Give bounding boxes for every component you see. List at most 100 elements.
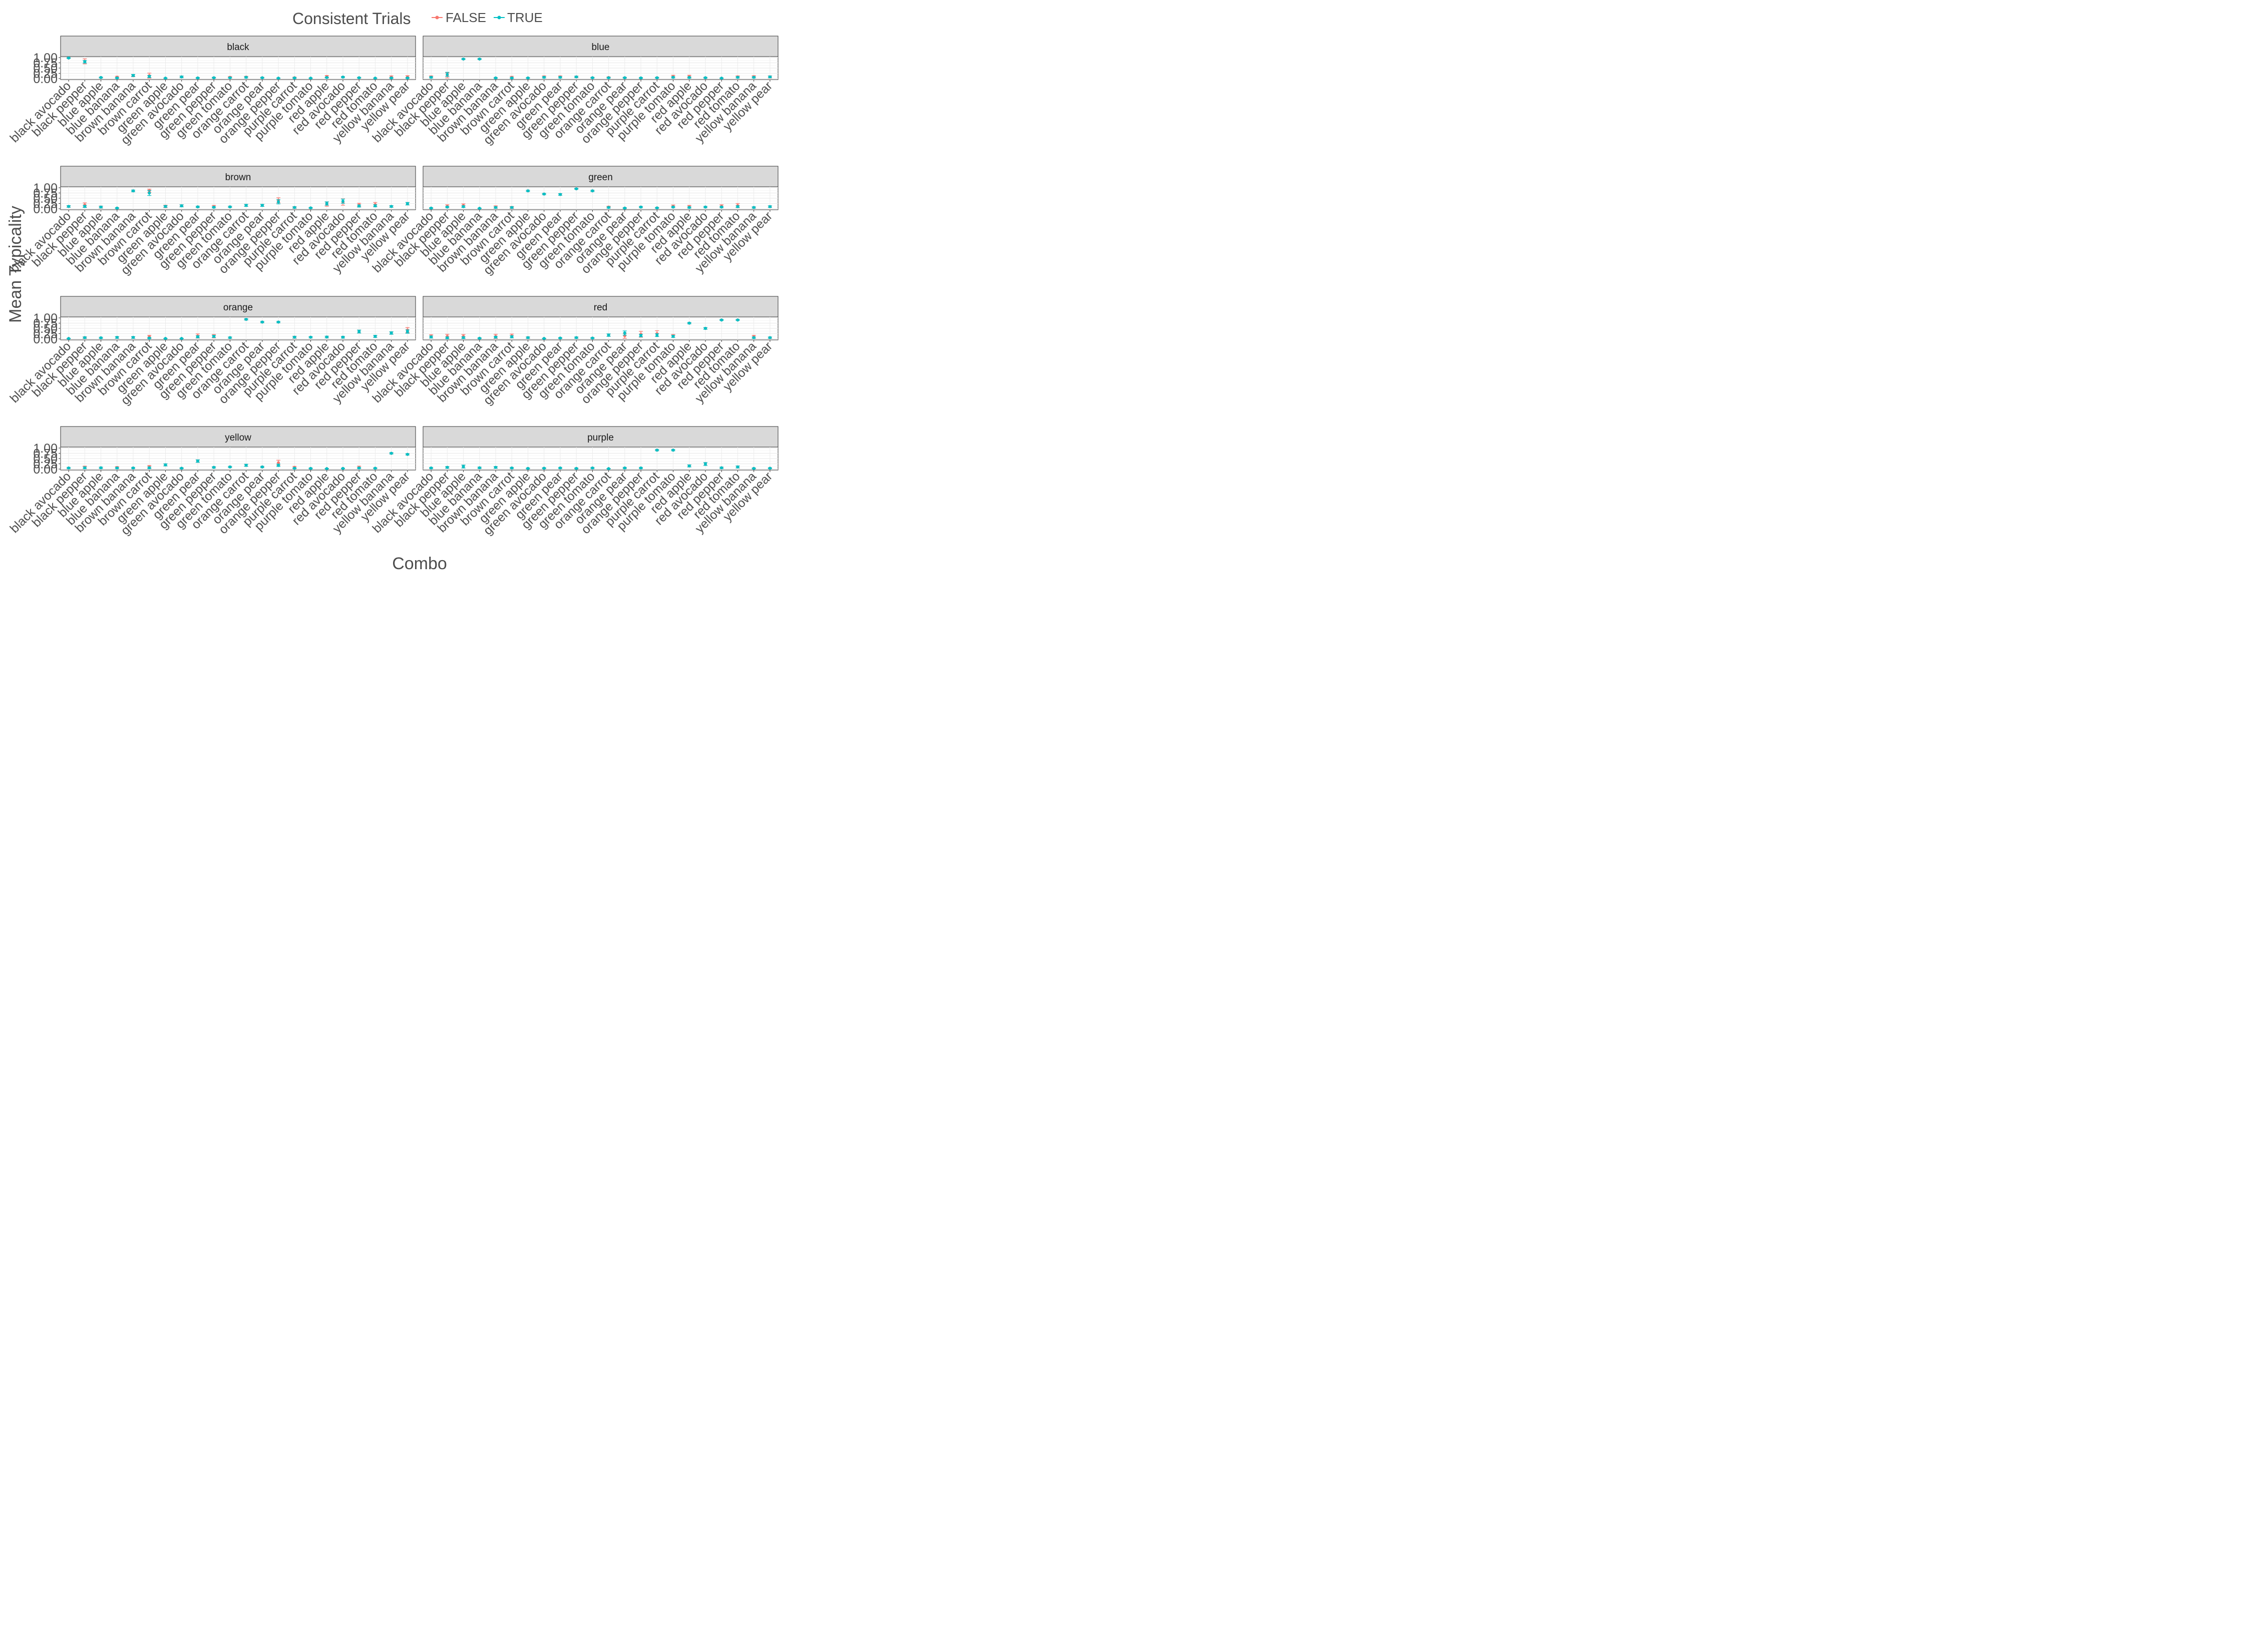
facet-strip-label: yellow [225, 433, 251, 443]
point-true [357, 204, 361, 208]
point-true [406, 76, 409, 80]
point-true [357, 330, 361, 333]
point-true [446, 336, 449, 339]
point-true [373, 204, 377, 208]
point-true [575, 467, 578, 470]
point-true [115, 466, 119, 470]
point-true [494, 206, 498, 209]
point-true [478, 336, 481, 340]
point-true [67, 466, 71, 470]
point-true [623, 76, 626, 80]
point-true [478, 466, 481, 470]
point-true [115, 206, 119, 210]
point-true [390, 452, 393, 455]
point-true [736, 205, 739, 208]
point-true [148, 191, 151, 195]
point-true [510, 76, 514, 80]
point-true [720, 466, 723, 470]
point-true [180, 467, 183, 470]
point-true [164, 337, 167, 340]
point-true [67, 337, 71, 340]
point-true [752, 76, 756, 79]
point-true [736, 76, 739, 79]
point-true [720, 77, 723, 80]
point-true [526, 76, 530, 80]
point-true [623, 466, 626, 470]
point-true [83, 60, 87, 64]
facet-strip-label: green [588, 172, 613, 183]
y-tick-label: 1.00 [33, 181, 58, 195]
point-true [406, 202, 409, 205]
facet-strip-label: brown [225, 172, 251, 183]
y-tick-label: 0.00 [33, 463, 58, 477]
point-true [293, 335, 296, 339]
point-true [293, 467, 296, 470]
point-true [591, 466, 594, 470]
point-true [623, 331, 626, 335]
point-true [244, 204, 248, 207]
facet-strip-label: purple [587, 433, 614, 443]
point-false [277, 461, 280, 465]
point-true [558, 193, 562, 196]
point-true [687, 76, 691, 79]
point-true [655, 76, 659, 80]
point-true [736, 465, 739, 469]
point-true [526, 189, 530, 193]
point-true [430, 76, 433, 79]
point-true [164, 463, 167, 467]
point-true [390, 205, 393, 208]
point-true [462, 205, 465, 208]
point-true [655, 206, 659, 210]
point-true [132, 336, 135, 339]
point-true [639, 76, 643, 80]
point-true [325, 467, 328, 471]
point-true [244, 464, 248, 467]
point-true [212, 466, 216, 469]
point-true [720, 318, 723, 322]
point-true [446, 466, 449, 469]
point-true [768, 205, 772, 208]
point-true [542, 192, 546, 196]
point-true [341, 199, 344, 203]
y-tick-label: 0.50 [33, 62, 58, 76]
point-true [196, 335, 199, 338]
facet-strip-label: orange [223, 302, 253, 313]
point-true [591, 336, 594, 340]
point-true [575, 187, 578, 191]
point-true [478, 207, 481, 210]
point-true [510, 206, 514, 209]
point-true [228, 465, 232, 469]
point-true [228, 76, 232, 80]
point-true [309, 467, 312, 470]
point-true [341, 467, 344, 470]
point-true [639, 334, 643, 337]
point-true [591, 76, 594, 80]
point-true [148, 466, 151, 470]
x-axis-title: Combo [392, 554, 447, 573]
point-true [655, 449, 659, 452]
point-true [67, 56, 71, 60]
point-true [67, 205, 71, 208]
y-tick-label: 0.25 [33, 458, 58, 472]
facet-strip [423, 36, 779, 57]
facet-strip-label: blue [592, 42, 610, 53]
point-true [542, 337, 546, 340]
y-tick-label: 0.50 [33, 322, 58, 336]
point-true [639, 466, 643, 470]
point-true [277, 200, 280, 204]
point-true [703, 462, 707, 466]
point-true [293, 206, 296, 209]
y-tick-label: 0.25 [33, 67, 58, 81]
point-true [623, 206, 626, 210]
point-true [752, 336, 756, 339]
point-true [228, 205, 232, 209]
legend-key-true [494, 16, 505, 20]
point-true [325, 335, 328, 339]
point-true [99, 336, 103, 339]
point-true [430, 206, 433, 210]
point-true [406, 453, 409, 456]
y-tick-label: 0.25 [33, 327, 58, 341]
